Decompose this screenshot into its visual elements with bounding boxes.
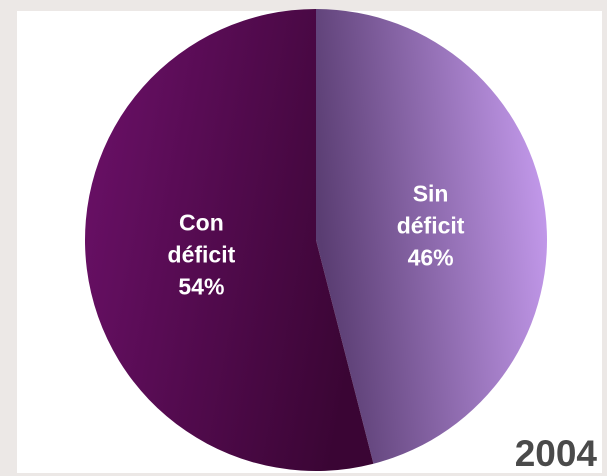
slices-layer xyxy=(85,8,548,472)
slice-label-line: Con xyxy=(179,209,224,235)
pie-slice-sin-d-ficit xyxy=(316,9,548,464)
slice-label-line: 46% xyxy=(408,245,454,271)
pie-slice-con-d-ficit xyxy=(85,8,374,472)
slice-label-con-d-ficit: Con déficit 54% xyxy=(168,209,236,299)
slice-label-line: déficit xyxy=(168,241,236,267)
year-label: 2004 xyxy=(514,433,597,474)
slice-label-line: Sin xyxy=(413,181,449,207)
slice-label-sin-d-ficit: Sin déficit 46% xyxy=(397,181,465,271)
slice-label-line: déficit xyxy=(397,213,465,239)
slice-label-line: 54% xyxy=(178,273,224,299)
labels-layer: Sin déficit 46% Con déficit 54% xyxy=(168,181,465,300)
